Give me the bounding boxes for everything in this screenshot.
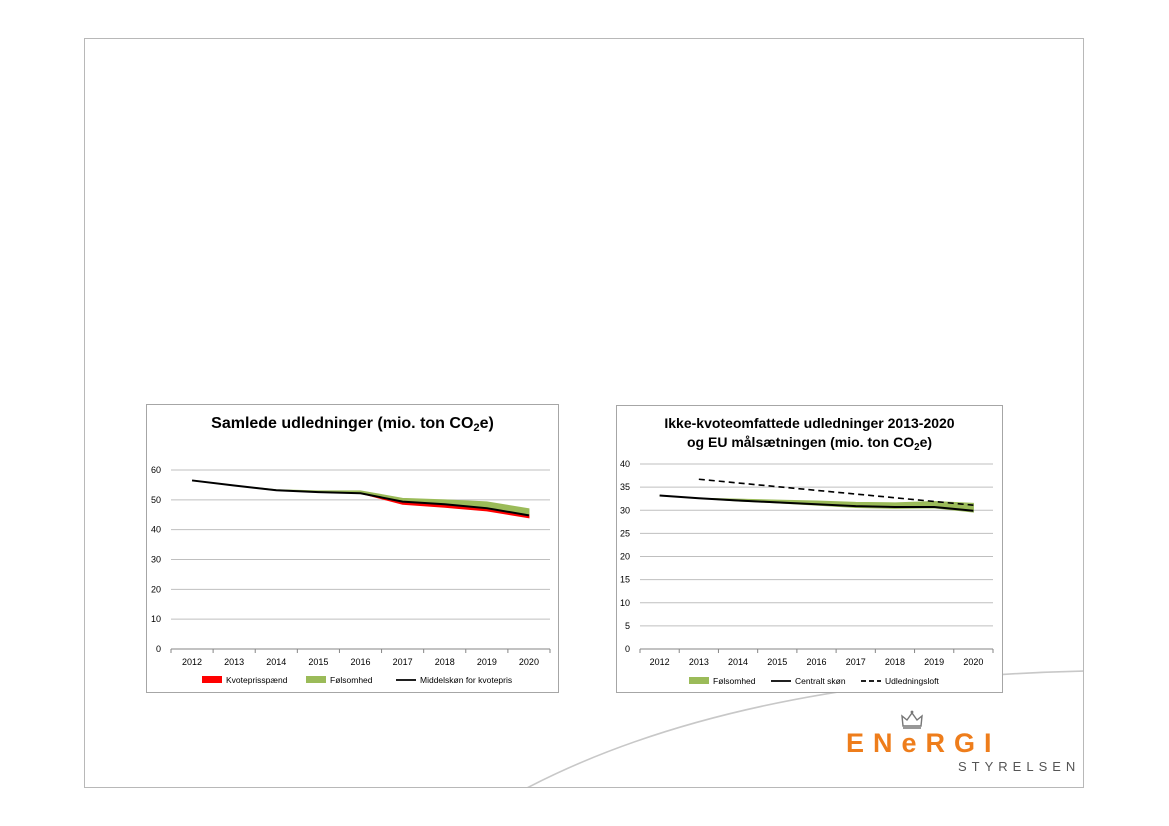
legend-label: Følsomhed (330, 675, 373, 685)
x-tick-label: 2018 (885, 657, 905, 667)
y-tick-label: 5 (625, 621, 630, 631)
legend-label: Udledningsloft (885, 676, 940, 686)
y-tick-label: 30 (151, 555, 161, 565)
y-tick-label: 20 (151, 584, 161, 594)
y-tick-label: 10 (151, 614, 161, 624)
chart-title: Samlede udledninger (mio. ton CO2e) (211, 415, 494, 434)
logo-wordmark: ENeRGI (846, 728, 1001, 758)
y-tick-label: 25 (620, 528, 630, 538)
y-tick-label: 35 (620, 482, 630, 492)
legend-label: Centralt skøn (795, 676, 846, 686)
x-tick-label: 2012 (650, 657, 670, 667)
y-tick-label: 40 (151, 525, 161, 535)
x-tick-label: 2014 (266, 657, 286, 667)
x-tick-label: 2014 (728, 657, 748, 667)
y-tick-label: 50 (151, 495, 161, 505)
x-tick-label: 2017 (846, 657, 866, 667)
x-tick-label: 2020 (963, 657, 983, 667)
legend-label: Kvoteprisspænd (226, 675, 288, 685)
series-line (698, 478, 974, 506)
x-tick-label: 2018 (435, 657, 455, 667)
chart-total-emissions: Samlede udledninger (mio. ton CO2e) 0 10 2… (146, 404, 559, 693)
x-tick-label: 2019 (477, 657, 497, 667)
x-tick-label: 2016 (806, 657, 826, 667)
x-tick-label: 2019 (924, 657, 944, 667)
chart-plot: 0 10 20 30 40 50 60 2012 2013 2014 2015 2016 2017 201… (151, 465, 551, 685)
y-tick-label: 10 (620, 598, 630, 608)
energistyrelsen-logo: ENeRGI STYRELSEN (846, 708, 1076, 778)
logo-subtitle: STYRELSEN (958, 759, 1081, 774)
chart-title: Ikke-kvoteomfattede udledninger 2013-202… (664, 415, 955, 453)
legend-swatch (306, 676, 326, 683)
x-tick-label: 2016 (350, 657, 370, 667)
x-tick-label: 2012 (182, 657, 202, 667)
x-tick-label: 2020 (519, 657, 539, 667)
y-tick-label: 20 (620, 552, 630, 562)
y-tick-label: 0 (625, 644, 630, 654)
series-line (659, 494, 974, 512)
x-tick-label: 2013 (224, 657, 244, 667)
y-tick-label: 30 (620, 505, 630, 515)
x-tick-label: 2015 (767, 657, 787, 667)
chart-plot: 0 5 10 15 20 25 30 35 40 2012 2013 2014 2015 2016 2017… (620, 459, 994, 686)
x-tick-label: 2013 (689, 657, 709, 667)
legend-swatch (202, 676, 222, 683)
legend-label: Følsomhed (713, 676, 756, 686)
y-tick-label: 40 (620, 459, 630, 469)
series-line (191, 479, 530, 517)
y-tick-label: 60 (151, 465, 161, 475)
y-tick-label: 0 (156, 644, 161, 654)
x-tick-label: 2015 (308, 657, 328, 667)
x-tick-label: 2017 (393, 657, 413, 667)
legend-label: Middelskøn for kvotepris (420, 675, 512, 685)
crown-icon (901, 710, 923, 729)
chart-non-quota-emissions: Ikke-kvoteomfattede udledninger 2013-202… (616, 405, 1003, 693)
y-tick-label: 15 (620, 575, 630, 585)
legend-swatch (689, 677, 709, 684)
